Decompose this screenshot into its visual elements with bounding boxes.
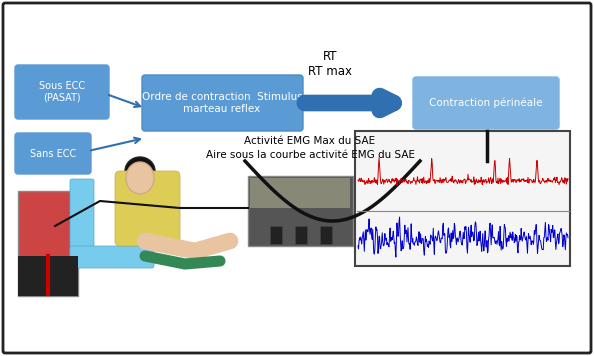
FancyBboxPatch shape — [355, 131, 570, 266]
FancyBboxPatch shape — [250, 178, 350, 208]
FancyBboxPatch shape — [320, 226, 332, 244]
FancyBboxPatch shape — [115, 171, 180, 246]
Text: Sans ECC: Sans ECC — [30, 149, 76, 159]
Ellipse shape — [126, 162, 154, 194]
Text: Contraction périnéale: Contraction périnéale — [429, 98, 543, 108]
Text: RT
RT max: RT RT max — [308, 50, 352, 78]
FancyBboxPatch shape — [413, 77, 559, 129]
FancyBboxPatch shape — [70, 179, 94, 263]
FancyBboxPatch shape — [15, 65, 109, 119]
FancyBboxPatch shape — [18, 191, 78, 296]
FancyBboxPatch shape — [295, 226, 307, 244]
FancyBboxPatch shape — [18, 256, 78, 296]
FancyBboxPatch shape — [15, 133, 91, 174]
FancyBboxPatch shape — [270, 226, 282, 244]
Text: Sous ECC
(PASAT): Sous ECC (PASAT) — [39, 81, 85, 103]
Text: Ordre de contraction  Stimulus
marteau reflex: Ordre de contraction Stimulus marteau re… — [141, 92, 302, 114]
FancyBboxPatch shape — [248, 176, 353, 246]
FancyBboxPatch shape — [142, 75, 303, 131]
Text: Activité EMG Max du SAE
Aire sous la courbe activité EMG du SAE: Activité EMG Max du SAE Aire sous la cou… — [206, 136, 415, 160]
FancyBboxPatch shape — [70, 246, 154, 268]
FancyBboxPatch shape — [3, 3, 591, 353]
Ellipse shape — [125, 157, 155, 185]
